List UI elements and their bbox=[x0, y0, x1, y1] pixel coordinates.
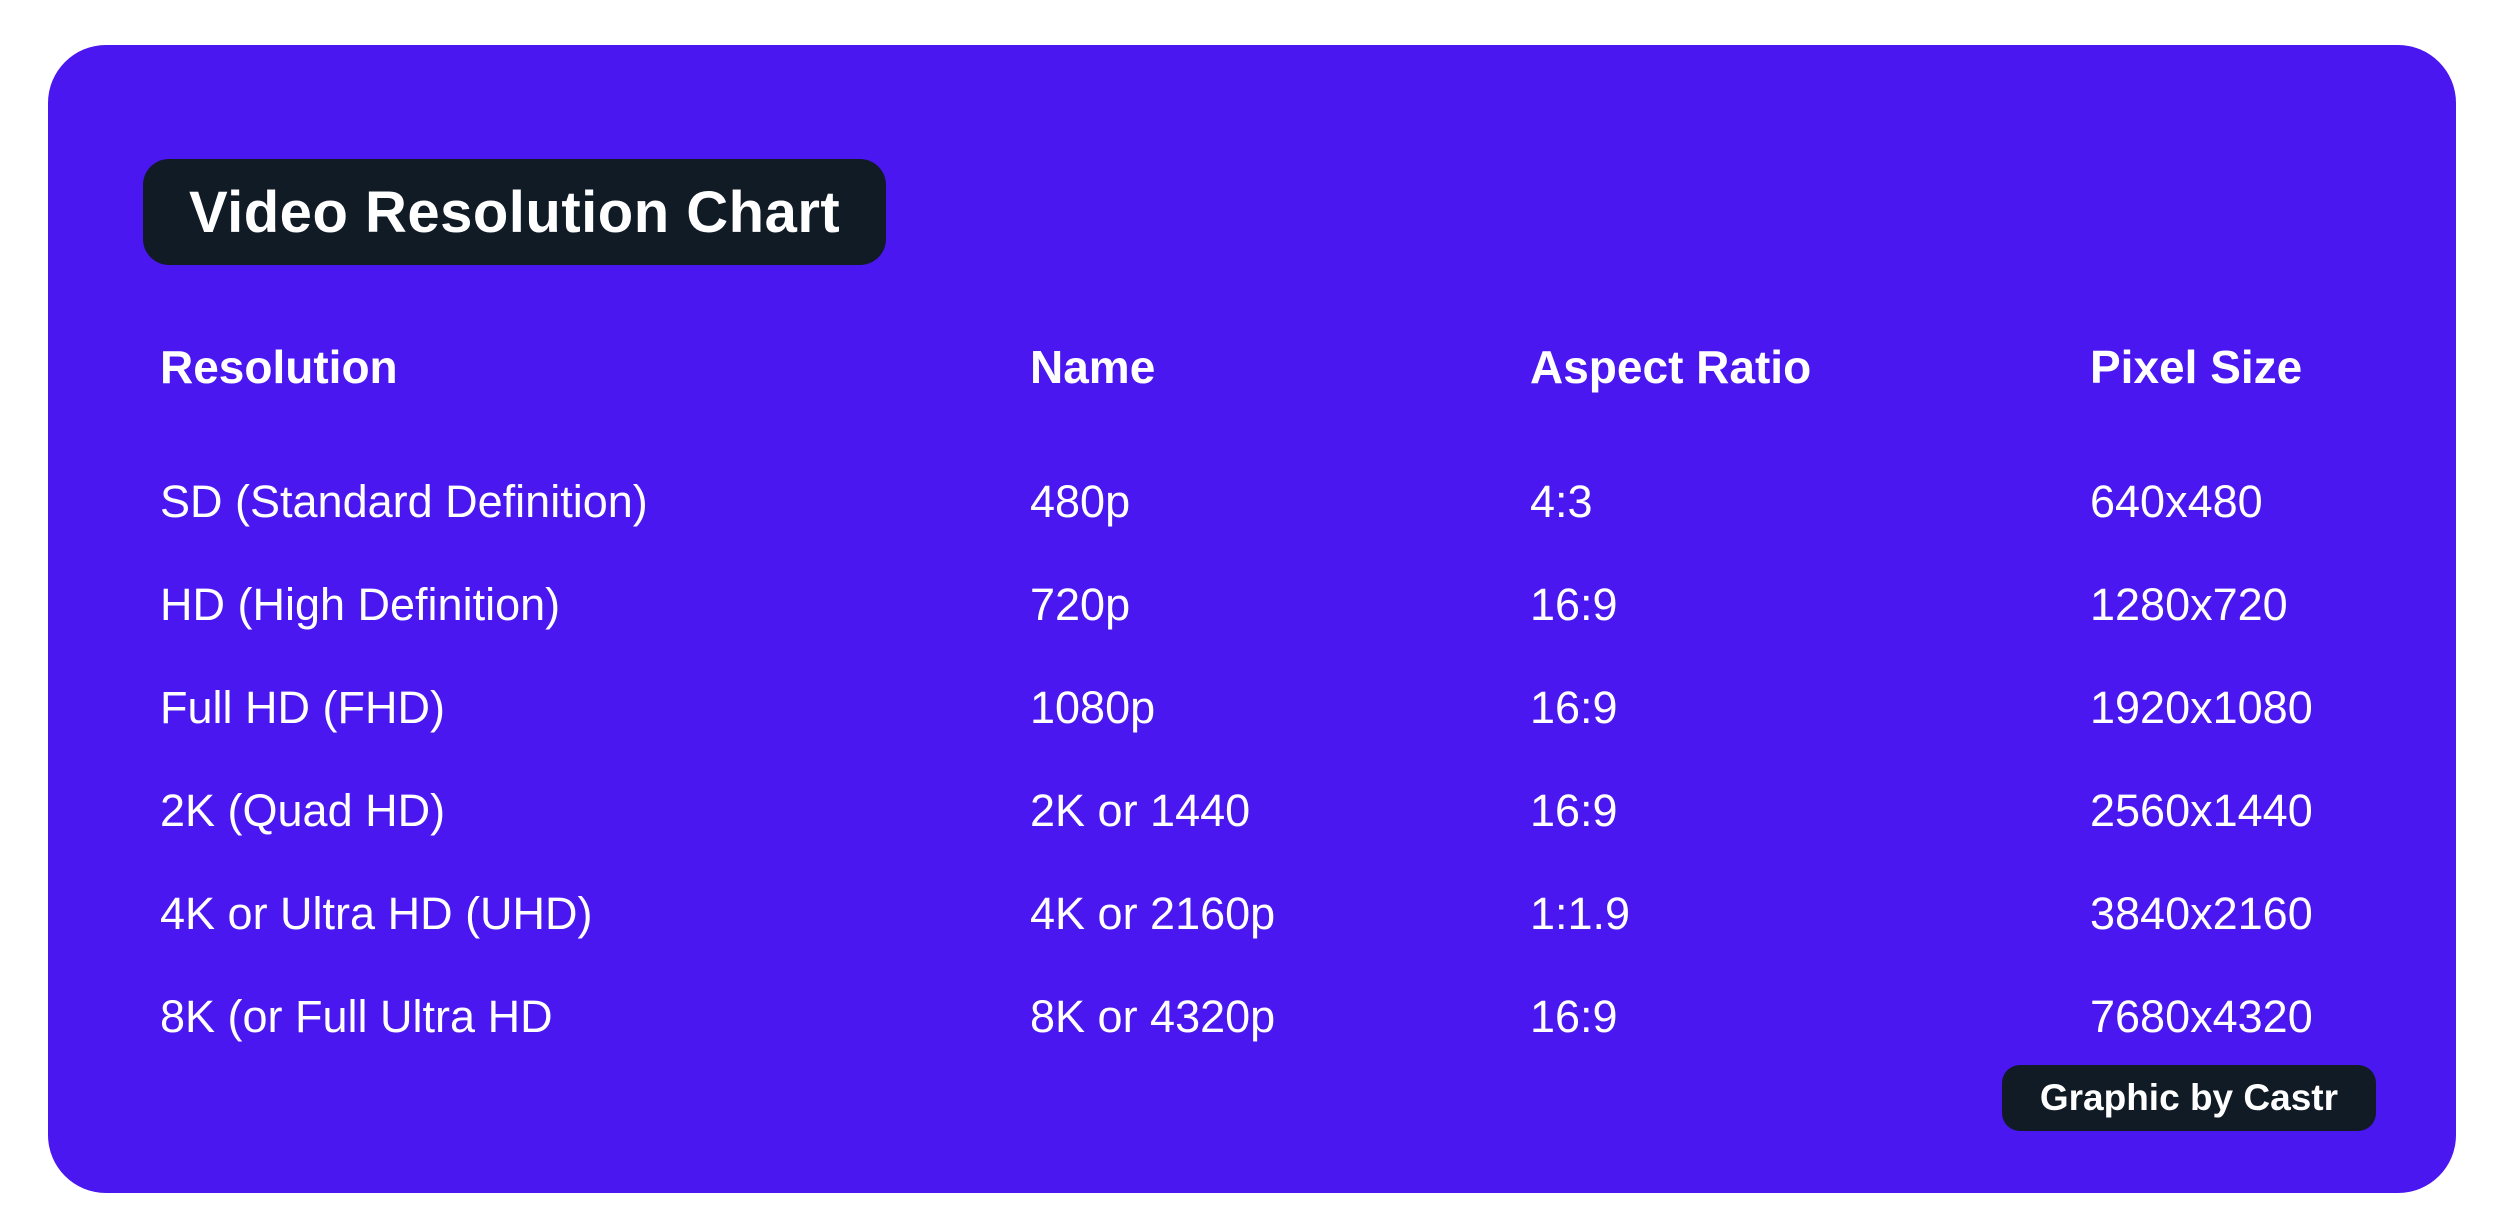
resolution-chart-card: Video Resolution Chart Resolution Name A… bbox=[48, 45, 2456, 1193]
table-row-4k: 4K or Ultra HD (UHD) 4K or 2160p 1:1.9 3… bbox=[160, 862, 2385, 965]
cell-resolution: 4K or Ultra HD (UHD) bbox=[160, 887, 593, 939]
table-row-sd: SD (Standard Definition) 480p 4:3 640x48… bbox=[160, 450, 2385, 553]
cell-pixel-size: 7680x4320 bbox=[2090, 990, 2313, 1042]
cell-pixel-size: 640x480 bbox=[2090, 475, 2263, 527]
column-header-name: Name bbox=[1030, 341, 1156, 393]
table-row-8k: 8K (or Full Ultra HD 8K or 4320p 16:9 76… bbox=[160, 965, 2385, 1068]
cell-pixel-size: 2560x1440 bbox=[2090, 784, 2313, 836]
title-badge: Video Resolution Chart bbox=[143, 159, 887, 265]
cell-aspect-ratio: 16:9 bbox=[1530, 784, 1618, 836]
cell-resolution: SD (Standard Definition) bbox=[160, 475, 648, 527]
table-row-hd: HD (High Definition) 720p 16:9 1280x720 bbox=[160, 553, 2385, 656]
cell-name: 480p bbox=[1030, 475, 1131, 527]
cell-pixel-size: 1920x1080 bbox=[2090, 681, 2313, 733]
cell-name: 8K or 4320p bbox=[1030, 990, 1276, 1042]
credit-badge: Graphic by Castr bbox=[2001, 1065, 2376, 1131]
cell-pixel-size: 3840x2160 bbox=[2090, 887, 2313, 939]
cell-name: 720p bbox=[1030, 578, 1131, 630]
cell-pixel-size: 1280x720 bbox=[2090, 578, 2288, 630]
table-header-row: Resolution Name Aspect Ratio Pixel Size bbox=[160, 340, 2385, 450]
cell-aspect-ratio: 1:1.9 bbox=[1530, 887, 1631, 939]
cell-resolution: Full HD (FHD) bbox=[160, 681, 445, 733]
table-row-2k: 2K (Quad HD) 2K or 1440 16:9 2560x1440 bbox=[160, 759, 2385, 862]
table-row-fhd: Full HD (FHD) 1080p 16:9 1920x1080 bbox=[160, 656, 2385, 759]
cell-aspect-ratio: 16:9 bbox=[1530, 990, 1618, 1042]
column-header-pixel-size: Pixel Size bbox=[2090, 341, 2303, 393]
column-header-aspect-ratio: Aspect Ratio bbox=[1530, 341, 1812, 393]
cell-aspect-ratio: 16:9 bbox=[1530, 681, 1618, 733]
page-title: Video Resolution Chart bbox=[189, 179, 841, 245]
cell-name: 1080p bbox=[1030, 681, 1156, 733]
cell-resolution: 2K (Quad HD) bbox=[160, 784, 446, 836]
cell-aspect-ratio: 16:9 bbox=[1530, 578, 1618, 630]
cell-resolution: 8K (or Full Ultra HD bbox=[160, 990, 553, 1042]
credit-text: Graphic by Castr bbox=[2039, 1077, 2338, 1118]
cell-name: 4K or 2160p bbox=[1030, 887, 1276, 939]
cell-name: 2K or 1440 bbox=[1030, 784, 1251, 836]
cell-aspect-ratio: 4:3 bbox=[1530, 475, 1593, 527]
cell-resolution: HD (High Definition) bbox=[160, 578, 561, 630]
column-header-resolution: Resolution bbox=[160, 341, 398, 393]
resolution-table: Resolution Name Aspect Ratio Pixel Size … bbox=[160, 340, 2385, 1068]
